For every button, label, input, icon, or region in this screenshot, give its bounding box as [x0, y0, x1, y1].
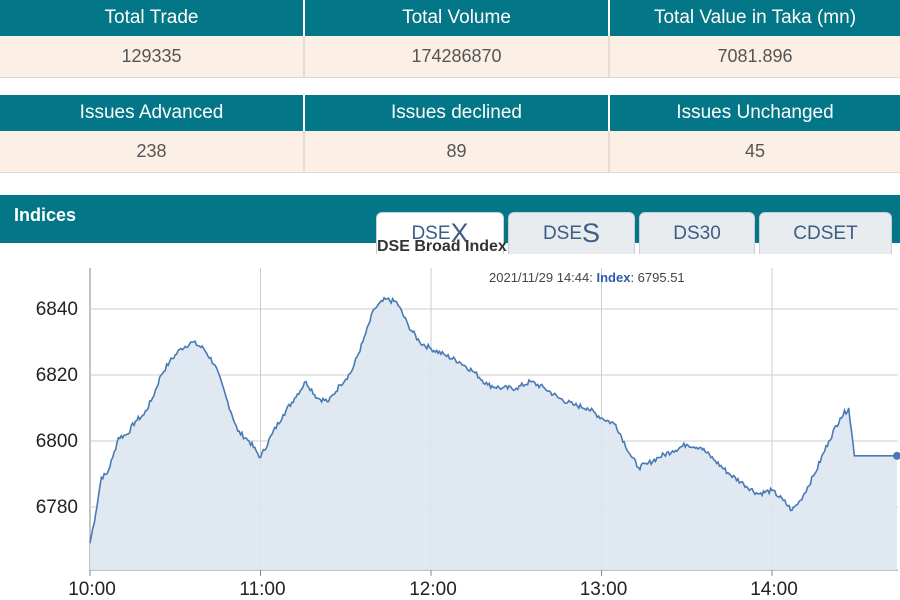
total-trade-value: 129335 — [0, 36, 305, 77]
tab-dses-prefix: DSE — [542, 222, 583, 244]
index-area-fill — [90, 297, 897, 570]
issues-declined-header: Issues declined — [305, 95, 610, 131]
tab-dsex-prefix: DSE — [411, 222, 451, 244]
issues-summary-table: Issues Advanced Issues declined Issues U… — [0, 95, 900, 173]
issues-unchanged-value: 45 — [744, 141, 766, 161]
issues-summary-values: 238 89 45 — [0, 131, 900, 173]
tab-dses[interactable]: DSE S — [508, 212, 635, 254]
total-value-header: Total Value in Taka (mn) — [653, 7, 857, 28]
tooltip-colon: : — [630, 270, 637, 285]
tab-cdset[interactable]: CDSET — [759, 212, 892, 254]
issues-declined-value: 89 — [305, 131, 610, 172]
tab-cdset-label: CDSET — [793, 222, 858, 244]
trade-summary-table: Total Trade Total Volume Total Value in … — [0, 0, 900, 78]
x-tick-label-1400: 14:00 — [750, 579, 798, 600]
tab-dses-letter: S — [582, 218, 601, 248]
tooltip-time: 2021/11/29 14:44: — [489, 270, 596, 285]
tab-dsex[interactable]: DSE X — [376, 212, 504, 254]
issues-advanced-value: 238 — [0, 131, 305, 172]
index-series-line — [89, 296, 897, 544]
total-trade-header: Total Trade — [0, 0, 305, 36]
y-tick-label-6840: 6840 — [36, 299, 78, 320]
x-tick-label-1100: 11:00 — [239, 579, 285, 600]
tooltip-label: Index — [596, 270, 631, 285]
issues-advanced-header: Issues Advanced — [0, 95, 305, 131]
total-volume-value: 174286870 — [305, 36, 610, 77]
total-value-taka: 7081.896 — [717, 46, 793, 66]
x-tick-label-1300: 13:00 — [580, 579, 628, 600]
index-chart: 6780 6800 6820 6840 10:00 11:00 12:00 13:00 14:0… — [36, 268, 900, 600]
y-tick-label-6800: 6800 — [36, 431, 78, 452]
y-tick-label-6780: 6780 — [36, 497, 78, 518]
index-chart-area: 6780 6800 6820 6840 10:00 11:00 12:00 13:00 14:0… — [0, 243, 900, 600]
tab-dsex-letter: X — [450, 218, 469, 248]
tab-ds30-label: DS30 — [673, 222, 721, 244]
y-tick-label-6820: 6820 — [36, 365, 78, 386]
trade-summary-values: 129335 174286870 7081.896 — [0, 36, 900, 78]
issues-unchanged-header: Issues Unchanged — [676, 102, 834, 123]
chart-title: DSE Broad Index — [377, 238, 507, 255]
tooltip-readout: 2021/11/29 14:44: Index: 6795.51 — [489, 270, 685, 285]
indices-title: Indices — [14, 205, 77, 225]
x-tick-label-1000: 10:00 — [68, 579, 116, 600]
tooltip-value: 6795.51 — [638, 270, 685, 285]
trade-summary-header: Total Trade Total Volume Total Value in … — [0, 0, 900, 36]
total-volume-header: Total Volume — [305, 0, 610, 36]
last-point-marker — [893, 451, 900, 460]
tab-ds30[interactable]: DS30 — [639, 212, 755, 254]
x-tick-label-1200: 12:00 — [409, 579, 457, 600]
issues-summary-header: Issues Advanced Issues declined Issues U… — [0, 95, 900, 131]
